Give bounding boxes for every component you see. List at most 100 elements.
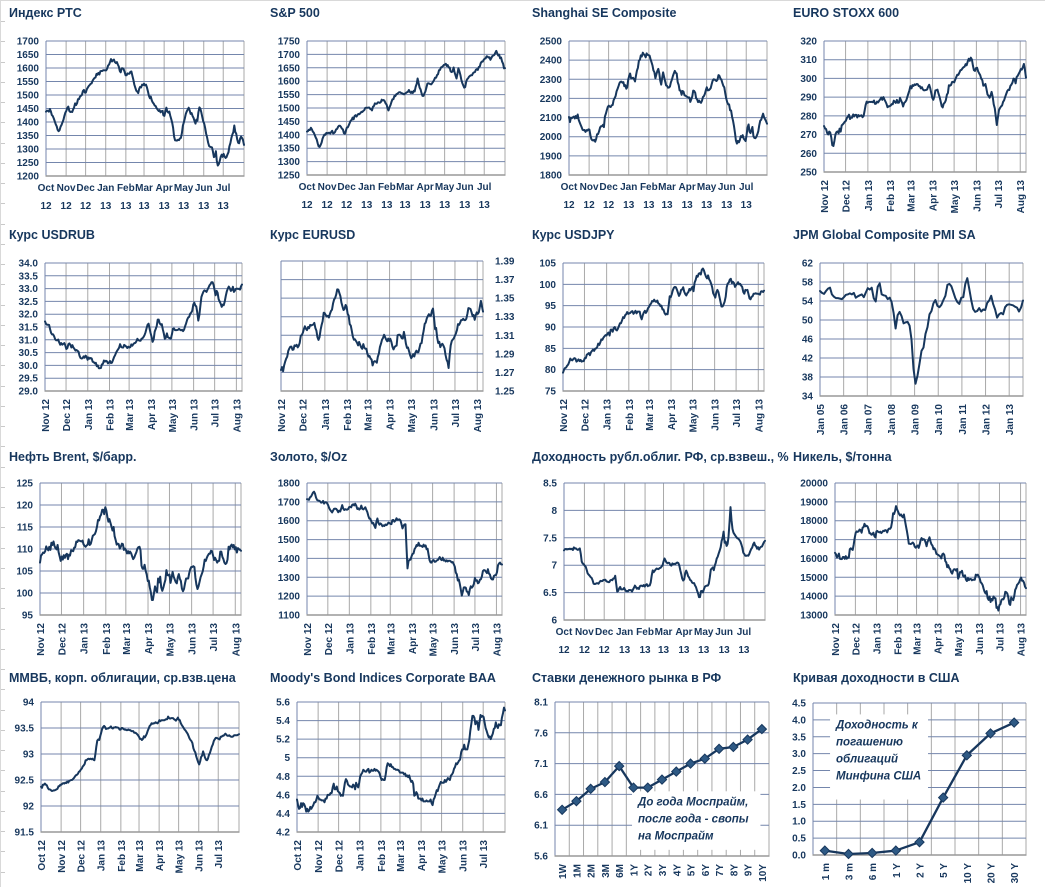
chart-cell-10: Золото, $/Oz 1800 1700 1600 1500 1400 1300 1200… — [262, 445, 524, 667]
x-tick-label: Nov 12 — [559, 399, 570, 432]
y-tick-label: 31.5 — [19, 323, 39, 334]
x-tick-label-month: Oct — [556, 627, 573, 638]
x-tick-label: Aug 13 — [232, 399, 243, 433]
series-marker — [628, 782, 639, 793]
series-marker — [961, 750, 973, 761]
y-tick-label: 14000 — [800, 592, 828, 603]
y-tick-label: 30.0 — [19, 361, 39, 372]
series-marker — [699, 753, 711, 764]
y-tick-label: 95 — [545, 301, 557, 312]
sheet-row-tick — [1, 325, 5, 326]
y-tick-label: 280 — [800, 111, 817, 122]
y-tick-label: 6.1 — [534, 821, 548, 832]
series-line — [296, 706, 506, 813]
y-tick-label: 5.6 — [276, 698, 290, 709]
series-marker — [656, 774, 668, 785]
sheet-row-tick — [1, 264, 5, 265]
sheet-row-tick — [1, 365, 5, 366]
x-tick-label: Mar 13 — [386, 623, 397, 655]
x-tick-label-month: Mar — [658, 182, 676, 193]
x-tick-label: Feb 13 — [343, 399, 354, 431]
x-tick-label: 3Y — [658, 864, 669, 877]
chart-title: JPM Global Composite PMI SA — [793, 228, 976, 242]
x-tick-label: 10 Y — [963, 863, 974, 884]
x-tick-label-month: May — [174, 183, 194, 194]
chart-plot: 20000 19000 18000 17000 16000 15000 14000 13000… — [800, 479, 1028, 657]
x-tick-label: Jul 13 — [732, 399, 743, 428]
y-tick-label: 1650 — [278, 63, 301, 74]
x-tick-label-year: 13 — [459, 200, 471, 211]
sheet-row-tick — [1, 851, 5, 852]
series-marker — [728, 741, 739, 753]
x-tick-label: Feb 13 — [367, 623, 378, 655]
y-tick-label: 260 — [800, 149, 817, 160]
x-tick-label-month: Jun — [718, 182, 736, 193]
y-tick-label: 13000 — [800, 611, 828, 622]
y-tick-label: 7.6 — [534, 728, 548, 739]
y-tick-label: 1200 — [278, 592, 301, 603]
x-tick-label: Apr 13 — [144, 623, 155, 655]
y-tick-label: 4.4 — [276, 809, 290, 820]
y-tick-label: 1.29 — [495, 349, 515, 360]
y-tick-label: 105 — [16, 567, 33, 578]
x-tick-label-month: Nov — [318, 182, 337, 193]
sheet-row-tick — [1, 770, 5, 771]
y-tick-label: 31.0 — [19, 335, 39, 346]
series-marker — [742, 734, 753, 745]
x-tick-label: May 13 — [165, 623, 176, 657]
y-tick-label: 2100 — [540, 113, 563, 124]
y-tick-label: 1.27 — [495, 368, 515, 379]
x-tick-label: Jun 13 — [975, 623, 986, 655]
x-tick-label-year: 13 — [138, 201, 150, 212]
y-tick-label: 1550 — [17, 77, 40, 88]
x-tick-label: 8Y — [729, 864, 740, 877]
x-tick-label: Dec 12 — [77, 840, 88, 873]
x-tick-label-month: Jul — [739, 182, 754, 193]
y-tick-label: 120 — [16, 501, 33, 512]
sheet-row-tick — [1, 41, 5, 42]
x-tick-label-month: May — [697, 182, 717, 193]
chart-cell-14: Moody's Bond Indices Corporate BAA 5.6 5.4… — [262, 666, 524, 887]
x-tick-label: Nov 12 — [57, 840, 68, 873]
chart-title: Никель, $/тонна — [793, 450, 892, 464]
series-marker — [571, 795, 582, 807]
x-tick-label: May 13 — [175, 840, 186, 874]
x-tick-label-month: Mar — [396, 182, 414, 193]
y-tick-label: 75 — [545, 387, 557, 398]
y-tick-label: 7 — [551, 561, 557, 572]
series-marker — [713, 743, 725, 755]
x-tick-label-month: Apr — [417, 182, 434, 193]
series-line — [306, 49, 506, 148]
x-tick-label-month: Jul — [737, 627, 752, 638]
x-tick-label: Mar 13 — [122, 623, 133, 655]
x-tick-label-year: 13 — [738, 645, 750, 656]
y-tick-label: 93.5 — [15, 724, 35, 735]
sheet-row-tick — [1, 608, 5, 609]
chart-plot: 4.5 4.0 3.5 3.0 2.5 2.0 1.5 1.0 0.5 0.0 1 m 3 m 6 m 1… — [792, 699, 1027, 884]
y-tick-label: 92.5 — [15, 776, 35, 787]
x-tick-label-month: Feb — [378, 182, 396, 193]
x-tick-label: Jan 13 — [321, 399, 332, 431]
chart-title: Курс USDRUB — [9, 228, 95, 242]
sheet-row-tick — [1, 224, 5, 225]
sheet-row-tick — [1, 122, 5, 123]
x-tick-label: May 13 — [950, 180, 961, 214]
series-marker — [756, 723, 768, 735]
x-tick-label: Jun 13 — [429, 399, 440, 431]
sheet-row-tick — [1, 669, 5, 670]
x-tick-label-year: 13 — [178, 201, 190, 212]
y-tick-label: 1650 — [17, 50, 40, 61]
series-marker — [914, 836, 925, 848]
chart-cell-8: JPM Global Composite PMI SA 62 58 54 50 46 42 3… — [785, 223, 1045, 445]
x-tick-label: Oct 12 — [293, 840, 304, 871]
x-tick-label: Dec 12 — [299, 399, 310, 432]
y-tick-label: 20000 — [800, 479, 828, 490]
y-tick-label: 4.0 — [792, 715, 806, 726]
y-tick-label: 1400 — [278, 130, 301, 141]
x-tick-label: Mar 13 — [125, 399, 136, 431]
y-tick-label: 91.5 — [15, 828, 35, 839]
x-tick-label: Aug 13 — [1017, 623, 1028, 657]
sheet-row-tick — [1, 102, 5, 103]
y-tick-label: 1700 — [17, 37, 40, 48]
